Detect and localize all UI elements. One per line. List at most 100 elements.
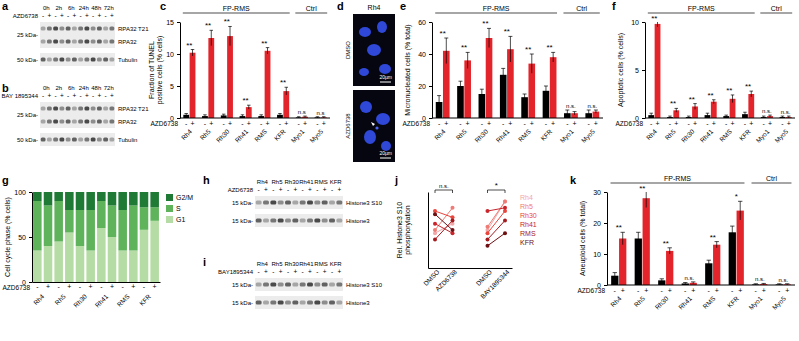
x-axis: Rh4Rh5Rh30Rh41RMSKFRMyo1Myo5 bbox=[645, 127, 791, 144]
x-tick: - bbox=[79, 283, 82, 290]
treatment-sign: + bbox=[72, 92, 76, 99]
y-axis bbox=[428, 193, 429, 269]
blot-band bbox=[329, 301, 335, 305]
x-tick: Rh5 bbox=[198, 128, 212, 142]
bar-segment bbox=[86, 210, 95, 251]
error-bars bbox=[437, 68, 591, 116]
error-bar bbox=[683, 283, 687, 285]
y-tick-mark bbox=[642, 118, 645, 119]
blot-band bbox=[41, 120, 46, 124]
x-tick: Rh5 bbox=[454, 128, 468, 142]
treatment-sign: + bbox=[47, 12, 51, 19]
x-tick-label: BAY1895344 bbox=[479, 268, 511, 300]
x-tick: RMS bbox=[517, 127, 533, 143]
x-tick-label: Myo5 bbox=[773, 128, 790, 145]
y-axis-title-line: Fraction of TUNEL bbox=[148, 41, 155, 99]
x-tick-label: Rh30 bbox=[473, 128, 489, 144]
lane-label: 72h bbox=[104, 5, 114, 11]
x-tick: Rh30 bbox=[473, 128, 489, 144]
blot-row-label: Histone3 S10 bbox=[346, 200, 383, 206]
group-line bbox=[563, 13, 599, 14]
treatment-sign: + bbox=[279, 186, 283, 193]
bar bbox=[283, 91, 289, 118]
error-bar bbox=[241, 115, 244, 118]
blot-band bbox=[103, 58, 108, 62]
treatment-sign: - bbox=[260, 120, 263, 127]
treatment-sign: - bbox=[502, 120, 505, 127]
x-tick: + bbox=[131, 283, 135, 290]
bar-segment bbox=[150, 207, 159, 221]
blot-band bbox=[41, 27, 46, 31]
error-bar bbox=[565, 110, 569, 116]
treatment-sign: - bbox=[684, 287, 687, 294]
x-tick-label: RMS bbox=[701, 294, 717, 310]
treatment-sign: + bbox=[787, 120, 791, 127]
x-tick: - bbox=[143, 283, 146, 290]
treatment-sign: + bbox=[47, 92, 51, 99]
lane-label: Rh30 bbox=[284, 179, 299, 185]
y-tick-label: 10 bbox=[593, 251, 601, 258]
treatment-sign: - bbox=[755, 287, 758, 294]
error-bar bbox=[573, 112, 577, 115]
mw-marker: 50 kDa- bbox=[17, 57, 38, 63]
blot-band bbox=[300, 219, 306, 223]
treatment-label: AZD6738 bbox=[13, 13, 39, 19]
x-tick-label: Rh5 bbox=[633, 295, 647, 309]
y-tick-label: 5 bbox=[635, 67, 639, 74]
significance: ** bbox=[663, 239, 669, 248]
blot-band bbox=[84, 27, 89, 31]
lane-label: 48h bbox=[91, 85, 101, 91]
legend-label: Rh4 bbox=[520, 194, 533, 201]
blot-row-label: Histone3 S10 bbox=[346, 282, 383, 288]
bar-series bbox=[443, 38, 599, 118]
treatment-label: AZD6738 bbox=[3, 284, 31, 291]
cell-line-label: RMS bbox=[116, 292, 132, 308]
blot-band bbox=[307, 201, 313, 205]
y-tick: 60 bbox=[418, 19, 432, 26]
error-bar bbox=[437, 96, 441, 109]
plot-area bbox=[436, 28, 599, 118]
lane-label: 72h bbox=[104, 85, 114, 91]
bar-segment bbox=[65, 192, 74, 210]
lane-label: 6h bbox=[68, 85, 75, 91]
blot-band bbox=[78, 107, 83, 111]
bar bbox=[208, 38, 214, 118]
x-tick-label: Rh4 bbox=[609, 295, 623, 309]
x-axis: DMSOAZD6738DMSOBAY1895344 bbox=[422, 268, 513, 300]
bar-segment bbox=[129, 251, 138, 283]
bar-segment bbox=[97, 228, 106, 282]
treatment-sign: + bbox=[247, 120, 251, 127]
bar-segment bbox=[54, 201, 63, 242]
treatment-sign: + bbox=[303, 120, 307, 127]
group-line bbox=[760, 13, 792, 14]
y-tick: 10 bbox=[593, 251, 607, 258]
treatment-sign: - bbox=[781, 120, 784, 127]
x-tick: + bbox=[67, 283, 71, 290]
blot-band bbox=[263, 201, 269, 205]
nucleus bbox=[379, 64, 391, 74]
bar-segment bbox=[86, 192, 95, 210]
lane-label: 24h bbox=[79, 5, 89, 11]
point bbox=[451, 219, 455, 223]
y-axis-title: Apoptotic cells (% cells) bbox=[617, 33, 625, 107]
treatment-sign: - bbox=[588, 120, 591, 127]
x-axis: Rh4Rh5Rh30Rh41RMSKFRMyo1Myo5 bbox=[609, 294, 788, 311]
bar-segment bbox=[129, 192, 138, 206]
bar-segment bbox=[44, 192, 53, 206]
x-tick-label: - bbox=[57, 283, 60, 290]
blot-band bbox=[72, 107, 77, 111]
error-bar bbox=[691, 282, 695, 284]
blot-band bbox=[78, 58, 83, 62]
bar-segment bbox=[140, 192, 149, 207]
y-tick: 15 bbox=[166, 19, 180, 26]
legend-label: G1 bbox=[176, 216, 185, 223]
mw-marker: 15 kDa- bbox=[232, 282, 253, 288]
significance: ** bbox=[261, 39, 267, 48]
y-tick: 50 bbox=[18, 234, 32, 241]
y-tick: 5 bbox=[170, 83, 180, 90]
x-axis-line bbox=[645, 118, 795, 119]
treatment-sign: + bbox=[308, 186, 312, 193]
y-tick-mark bbox=[604, 285, 607, 286]
micronucleus bbox=[375, 126, 378, 129]
mw-marker: 25 kDa- bbox=[17, 32, 38, 38]
